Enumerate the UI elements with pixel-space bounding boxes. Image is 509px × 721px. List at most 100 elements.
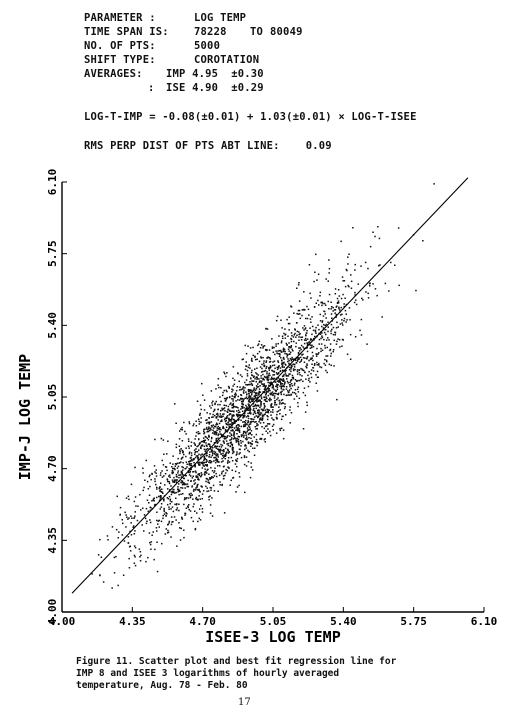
data-point: [325, 333, 327, 336]
data-point: [171, 472, 174, 475]
data-point: [189, 495, 192, 497]
data-point: [276, 366, 278, 369]
data-point: [298, 397, 301, 400]
data-point: [190, 465, 193, 467]
data-point: [283, 348, 286, 351]
data-point: [168, 474, 171, 476]
data-point: [232, 402, 235, 405]
data-point: [288, 394, 291, 396]
data-point: [127, 495, 130, 498]
data-point: [367, 297, 370, 299]
data-point: [181, 472, 183, 475]
data-point: [227, 442, 229, 445]
data-point: [155, 475, 158, 477]
data-point: [248, 400, 250, 402]
data-point: [268, 409, 271, 411]
data-point: [166, 503, 169, 506]
data-point: [312, 359, 314, 362]
data-point: [303, 325, 306, 327]
data-point: [257, 400, 259, 403]
data-point: [259, 366, 262, 368]
data-point: [237, 429, 239, 432]
data-point: [360, 334, 363, 336]
data-point: [229, 410, 231, 412]
data-point: [224, 430, 227, 432]
data-point: [172, 510, 175, 513]
data-point: [167, 488, 169, 490]
data-point: [192, 424, 194, 427]
data-point: [290, 364, 293, 367]
data-point: [209, 495, 211, 497]
data-point: [275, 416, 278, 419]
data-point: [157, 523, 159, 525]
data-point: [243, 456, 246, 459]
data-point: [196, 485, 198, 487]
data-point: [215, 431, 218, 434]
data-point: [278, 335, 280, 337]
data-point: [277, 342, 279, 345]
data-point: [221, 444, 224, 447]
data-point: [150, 541, 153, 543]
data-point: [225, 451, 228, 454]
data-point: [360, 265, 362, 267]
data-point: [215, 424, 217, 426]
data-point: [167, 524, 169, 526]
data-point: [203, 458, 206, 461]
data-point: [282, 385, 284, 387]
data-point: [331, 317, 333, 319]
data-point: [262, 415, 265, 417]
data-point: [216, 412, 219, 415]
data-point: [302, 380, 304, 383]
data-point: [181, 482, 183, 484]
data-point: [239, 414, 242, 416]
data-point: [167, 440, 169, 442]
data-point: [268, 398, 270, 401]
data-point: [215, 422, 218, 424]
data-point: [276, 398, 278, 401]
data-point: [169, 489, 171, 491]
data-point: [181, 457, 183, 459]
data-point: [310, 357, 312, 359]
data-point: [290, 359, 293, 362]
data-point: [156, 486, 158, 489]
data-point: [214, 446, 216, 448]
data-point: [302, 353, 304, 356]
data-point: [248, 394, 250, 397]
data-point: [155, 483, 157, 486]
data-point: [384, 282, 387, 285]
data-point: [275, 403, 278, 406]
data-point: [283, 361, 285, 364]
regression-line: [71, 177, 469, 594]
data-point: [274, 402, 276, 404]
data-point: [178, 489, 181, 492]
data-point: [163, 453, 165, 455]
data-point: [199, 432, 201, 435]
data-point: [362, 299, 364, 301]
data-point: [179, 449, 181, 451]
data-point: [236, 465, 238, 468]
data-point: [277, 377, 280, 379]
data-point: [198, 479, 200, 481]
data-point: [263, 383, 265, 385]
data-point: [223, 389, 225, 392]
data-point: [275, 432, 278, 434]
data-point: [251, 443, 253, 445]
data-point: [237, 415, 239, 418]
data-point: [181, 449, 183, 452]
data-point: [264, 413, 266, 415]
data-point: [354, 263, 356, 266]
data-point: [268, 384, 270, 387]
data-point: [181, 483, 184, 486]
data-point: [194, 453, 196, 456]
data-point: [292, 368, 295, 370]
data-point: [226, 423, 229, 426]
data-point: [286, 344, 288, 346]
data-point: [185, 433, 187, 435]
data-point: [372, 231, 374, 233]
data-point: [293, 392, 296, 394]
data-point: [248, 423, 251, 426]
data-point: [256, 423, 258, 425]
data-point: [294, 389, 297, 391]
data-point: [213, 430, 215, 433]
data-point: [293, 366, 296, 368]
